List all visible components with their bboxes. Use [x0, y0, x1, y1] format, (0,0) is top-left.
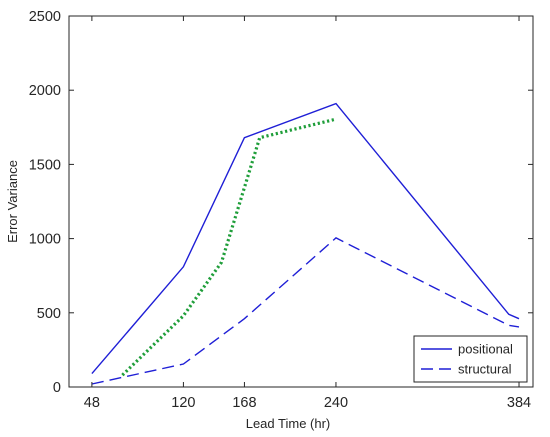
- y-tick-label-2500: 2500: [29, 9, 61, 25]
- x-tick-label-384: 384: [507, 395, 531, 411]
- y-axis-label: Error Variance: [5, 160, 20, 243]
- legend-label-positional: positional: [458, 342, 513, 357]
- x-axis-label: Lead Time (hr): [246, 416, 331, 431]
- y-tick-label-1500: 1500: [29, 157, 61, 173]
- series-line-positional: [91, 102, 520, 375]
- legend-box: [413, 335, 528, 383]
- y-tick-label-0: 0: [53, 380, 61, 396]
- legend-label-structural: structural: [458, 362, 512, 377]
- y-tick-label-500: 500: [37, 306, 61, 322]
- series-line-structural: [91, 237, 520, 385]
- series-layer: [91, 102, 520, 385]
- x-tick-label-240: 240: [324, 395, 348, 411]
- y-tick-label-1000: 1000: [29, 232, 61, 248]
- x-tick-label-168: 168: [232, 395, 256, 411]
- x-tick-label-48: 48: [84, 395, 100, 411]
- plot-frame: [68, 15, 534, 388]
- series-line-dotted-2: [121, 117, 337, 377]
- axes-layer: 48 120 168 240 384 0 500 1000 1500 2000 2500 Lead T…: [5, 9, 534, 431]
- legend: positional structural: [413, 335, 528, 383]
- y-tick-label-2000: 2000: [29, 83, 61, 99]
- x-tick-label-120: 120: [171, 395, 195, 411]
